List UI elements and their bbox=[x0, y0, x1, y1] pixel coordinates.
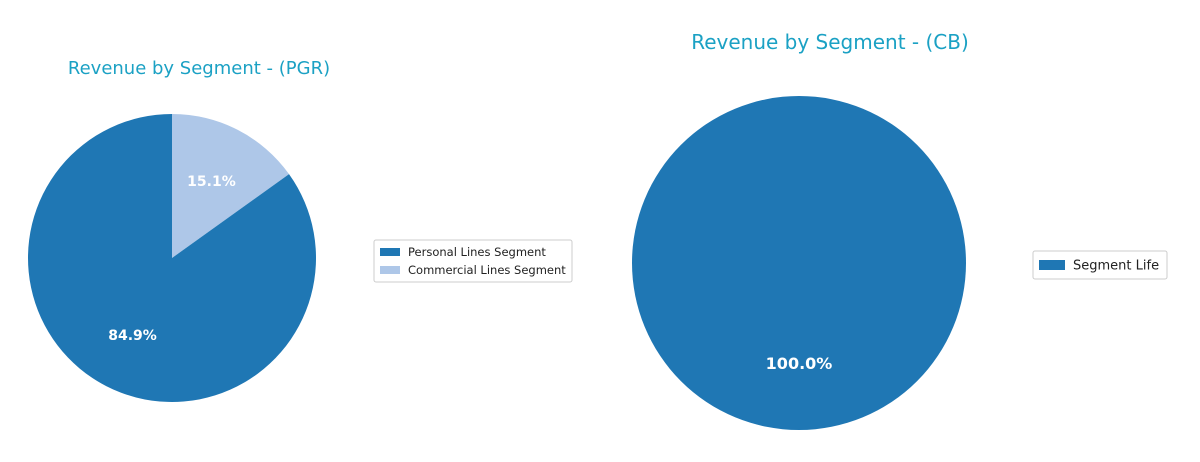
legend: Personal Lines Segment Commercial Lines S… bbox=[373, 239, 573, 283]
legend-swatch bbox=[380, 266, 400, 274]
legend-frame bbox=[373, 239, 573, 283]
slice-labels: 100.0% bbox=[766, 354, 833, 373]
pie-slice bbox=[632, 96, 966, 430]
slice-percent-label: 15.1% bbox=[187, 174, 236, 190]
slice-percent-label: 100.0% bbox=[766, 354, 833, 373]
pie-slice bbox=[172, 114, 290, 258]
legend: Segment Life bbox=[1032, 250, 1168, 280]
chart-title: Revenue by Segment - (PGR) bbox=[68, 58, 330, 79]
pie-slices bbox=[632, 96, 966, 430]
pie-chart-cb: Revenue by Segment - (CB) 100.0% Segment… bbox=[632, 30, 1168, 430]
legend-label: Personal Lines Segment bbox=[408, 245, 546, 259]
chart-title: Revenue by Segment - (CB) bbox=[691, 30, 969, 54]
slice-labels: 15.1% 84.9% bbox=[108, 174, 236, 344]
pie-slices bbox=[27, 114, 316, 402]
legend-label: Commercial Lines Segment bbox=[408, 263, 566, 277]
legend-frame bbox=[1032, 250, 1168, 280]
legend-label: Segment Life bbox=[1073, 259, 1159, 274]
slice-percent-label: 84.9% bbox=[108, 328, 157, 344]
pie-chart-pgr: Revenue by Segment - (PGR) 15.1% 84.9% Pe… bbox=[27, 58, 573, 402]
legend-swatch bbox=[380, 248, 400, 256]
legend-swatch bbox=[1039, 260, 1065, 270]
pie-slice bbox=[27, 114, 316, 402]
